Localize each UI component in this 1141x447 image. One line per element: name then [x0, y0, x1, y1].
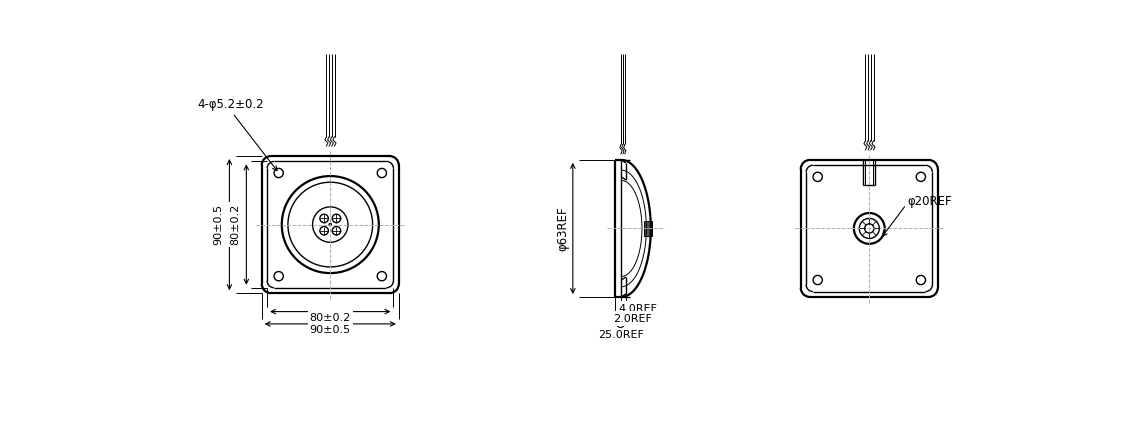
- Text: 80±0.2: 80±0.2: [309, 313, 351, 323]
- Circle shape: [329, 224, 331, 226]
- Text: 4.0REF: 4.0REF: [618, 304, 657, 313]
- Text: φ20REF: φ20REF: [908, 195, 953, 208]
- Bar: [645, 221, 653, 236]
- Text: φ63REF: φ63REF: [556, 206, 569, 251]
- Text: 80±0.2: 80±0.2: [230, 204, 241, 245]
- Text: 90±0.5: 90±0.5: [213, 204, 224, 245]
- Text: 4-φ5.2±0.2: 4-φ5.2±0.2: [197, 98, 265, 111]
- Text: 25.0REF: 25.0REF: [598, 330, 644, 340]
- Text: 90±0.5: 90±0.5: [309, 325, 350, 335]
- Text: 2.0REF: 2.0REF: [613, 313, 652, 324]
